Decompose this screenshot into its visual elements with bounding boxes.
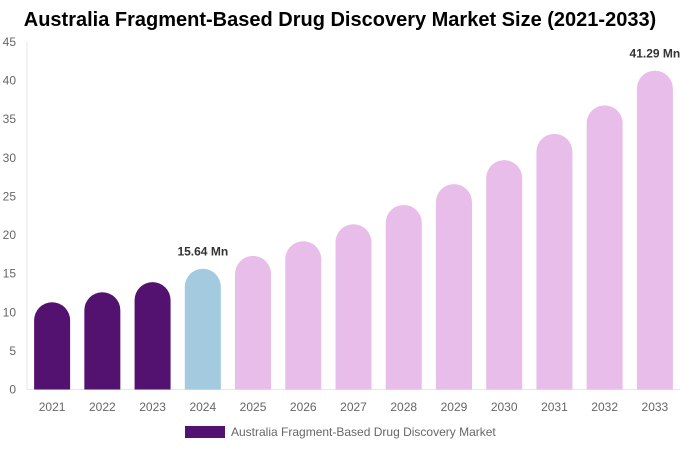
bar-2032 bbox=[586, 105, 623, 390]
bar-2031 bbox=[536, 133, 573, 390]
y-tick-label: 30 bbox=[3, 151, 17, 165]
x-tick-label: 2028 bbox=[390, 400, 417, 414]
x-tick-label: 2029 bbox=[441, 400, 468, 414]
x-tick-label: 2023 bbox=[139, 400, 166, 414]
x-tick-label: 2032 bbox=[591, 400, 618, 414]
bar-2027 bbox=[335, 224, 372, 390]
legend-swatch bbox=[185, 426, 225, 438]
bar-2026 bbox=[285, 241, 322, 390]
y-tick-label: 35 bbox=[3, 112, 17, 126]
y-tick-label: 0 bbox=[9, 383, 16, 397]
bar-2023 bbox=[134, 282, 171, 390]
bar-2022 bbox=[84, 292, 121, 390]
y-tick-label: 45 bbox=[3, 35, 17, 49]
y-tick-label: 15 bbox=[3, 267, 17, 281]
bar-2029 bbox=[435, 184, 472, 390]
legend: Australia Fragment-Based Drug Discovery … bbox=[185, 425, 496, 439]
bar-2028 bbox=[385, 204, 422, 390]
x-tick-label: 2021 bbox=[39, 400, 66, 414]
bar-2021 bbox=[34, 302, 71, 390]
legend-label: Australia Fragment-Based Drug Discovery … bbox=[231, 425, 496, 439]
y-tick-label: 20 bbox=[3, 228, 17, 242]
x-tick-label: 2030 bbox=[491, 400, 518, 414]
x-tick-label: 2033 bbox=[642, 400, 669, 414]
data-label: 15.64 Mn bbox=[177, 245, 228, 259]
bar-2025 bbox=[235, 255, 272, 390]
x-tick-label: 2024 bbox=[189, 400, 216, 414]
bar-2024 bbox=[184, 268, 221, 390]
x-tick-label: 2031 bbox=[541, 400, 568, 414]
y-tick-label: 40 bbox=[3, 74, 17, 88]
chart-title: Australia Fragment-Based Drug Discovery … bbox=[23, 9, 657, 31]
data-label: 41.29 Mn bbox=[630, 47, 680, 61]
y-tick-label: 25 bbox=[3, 189, 17, 203]
y-tick-label: 10 bbox=[3, 305, 17, 319]
bar-2033 bbox=[636, 70, 673, 390]
x-tick-label: 2026 bbox=[290, 400, 317, 414]
bar-2030 bbox=[486, 160, 523, 390]
y-tick-label: 5 bbox=[9, 344, 16, 358]
x-tick-label: 2025 bbox=[240, 400, 267, 414]
x-tick-label: 2027 bbox=[340, 400, 367, 414]
x-tick-label: 2022 bbox=[89, 400, 116, 414]
